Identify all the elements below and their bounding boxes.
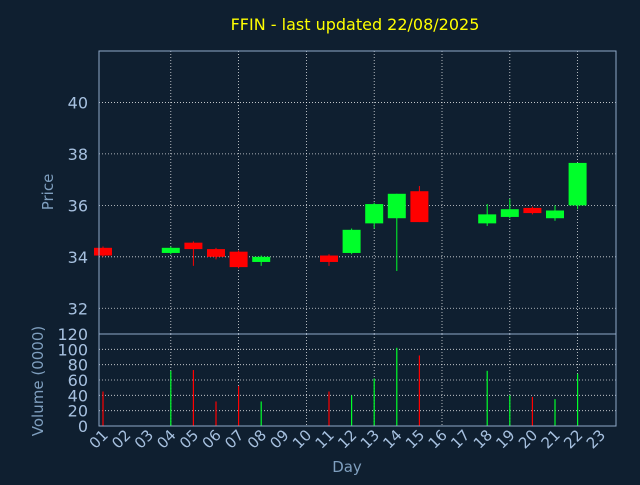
volume-y-tick-label: 40 — [68, 386, 88, 405]
volume-y-tick-label: 100 — [57, 340, 88, 359]
candle-body — [546, 210, 564, 219]
candle-body — [161, 247, 180, 253]
candle-body — [184, 242, 203, 250]
candle-body — [320, 255, 338, 262]
x-tick-labels: 0102030405060708091011121314151617181920… — [86, 426, 609, 452]
candle-body — [365, 204, 384, 224]
candle-body — [207, 249, 225, 257]
candle-body — [342, 229, 361, 253]
candle-body — [252, 256, 271, 262]
chart-title: FFIN - last updated 22/08/2025 — [231, 15, 480, 34]
candle-body — [500, 209, 519, 217]
price-axis-label: Price — [39, 174, 57, 211]
volume-y-tick-label: 80 — [68, 356, 88, 375]
volume-y-tick-label: 120 — [57, 325, 88, 344]
candles — [94, 162, 587, 271]
x-axis-label: Day — [332, 458, 362, 476]
candle-body — [568, 162, 587, 206]
volume-y-tick-label: 60 — [68, 371, 88, 390]
price-y-tick-label: 34 — [68, 248, 88, 267]
price-y-tick-label: 32 — [68, 299, 88, 318]
price-y-tick-label: 36 — [68, 196, 88, 215]
price-y-tick-labels: 32 34 36 38 40 — [68, 93, 88, 318]
candle-body — [478, 214, 497, 224]
candle-body — [523, 207, 542, 214]
volume-y-tick-label: 0 — [78, 417, 88, 436]
volume-panel-frame — [98, 333, 617, 427]
candle-body — [229, 251, 248, 268]
volume-bars — [102, 347, 579, 426]
candle-body — [410, 191, 429, 223]
candle-body — [387, 193, 406, 219]
volume-axis-label: Volume (0000) — [29, 326, 47, 436]
volume-y-tick-label: 20 — [68, 402, 88, 421]
price-y-tick-label: 38 — [68, 145, 88, 164]
price-y-tick-label: 40 — [68, 93, 88, 112]
candle-body — [94, 247, 112, 256]
